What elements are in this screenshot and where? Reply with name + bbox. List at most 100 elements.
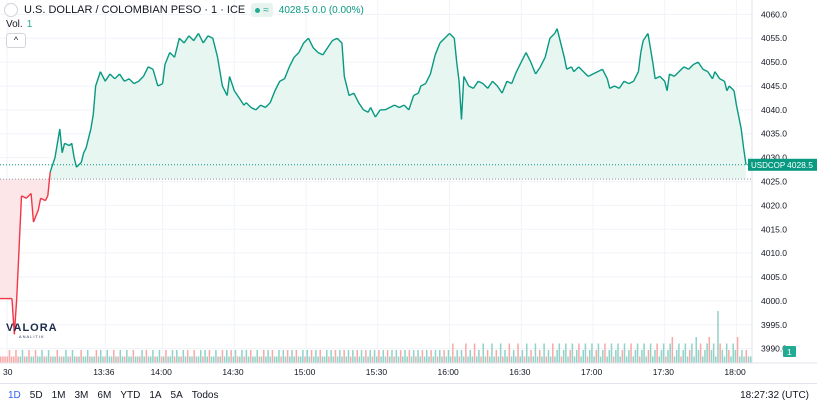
volume-bar xyxy=(126,350,128,363)
range-button-1a[interactable]: 1A xyxy=(149,390,162,401)
volume-bar xyxy=(84,356,87,363)
status-dot-icon xyxy=(255,7,261,13)
symbol-title[interactable]: U.S. DOLLAR / COLOMBIAN PESO · 1 · ICE xyxy=(24,4,246,16)
logo-name: VALORA xyxy=(6,322,58,334)
volume-bar xyxy=(469,350,471,363)
volume-bar xyxy=(645,356,648,363)
volume-bar xyxy=(399,350,402,363)
volume-bar xyxy=(197,356,200,363)
volume-bar xyxy=(341,356,343,363)
volume-bar xyxy=(573,356,576,363)
volume-bar xyxy=(652,356,654,363)
volume-bar xyxy=(706,343,708,363)
volume-bar xyxy=(745,350,748,363)
volume-bar xyxy=(475,356,478,363)
range-button-todos[interactable]: Todos xyxy=(191,390,219,401)
volume-bar xyxy=(460,350,463,363)
price-axis-background xyxy=(752,0,817,383)
volume-bar xyxy=(510,356,513,363)
volume-bar xyxy=(160,356,163,363)
volume-bar xyxy=(330,350,332,363)
volume-bar xyxy=(638,356,641,363)
volume-bar xyxy=(454,356,456,363)
volume-bar xyxy=(562,350,565,363)
badge-glyph: ≈ xyxy=(263,4,269,16)
volume-bar xyxy=(489,356,491,363)
volume-bar xyxy=(710,350,713,363)
volume-bar xyxy=(78,356,80,363)
volume-bar xyxy=(319,350,322,363)
y-tick-label: 4005.0 xyxy=(761,272,787,282)
logo-subtitle: ANALITIK xyxy=(18,334,45,339)
volume-bar xyxy=(241,350,243,363)
range-button-5d[interactable]: 5D xyxy=(29,390,43,401)
volume-bar xyxy=(449,356,452,363)
collapse-legend-button[interactable]: ^ xyxy=(6,33,26,48)
range-button-5a[interactable]: 5A xyxy=(170,390,183,401)
volume-bar xyxy=(312,356,315,363)
volume-bar xyxy=(43,356,45,363)
volume-bar xyxy=(632,356,634,363)
y-tick-label: 4000.0 xyxy=(761,296,787,306)
volume-bar xyxy=(186,350,189,363)
volume-bar xyxy=(217,356,219,363)
volume-bar xyxy=(634,350,637,363)
volume-bar xyxy=(289,356,291,363)
volume-bar xyxy=(280,356,282,363)
volume-bar xyxy=(386,350,389,363)
volume-bar xyxy=(686,356,689,363)
volume-bar xyxy=(699,343,702,363)
y-tick-label: 4015.0 xyxy=(761,224,787,234)
range-button-ytd[interactable]: YTD xyxy=(120,390,141,401)
volume-bar xyxy=(154,356,156,363)
volume-bar xyxy=(623,343,626,363)
range-button-1d[interactable]: 1D xyxy=(8,390,21,401)
volume-bar xyxy=(523,356,526,363)
volume-bar xyxy=(189,356,191,363)
range-button-6m[interactable]: 6M xyxy=(97,390,112,401)
x-tick-label: 14:30 xyxy=(222,367,244,377)
volume-bar xyxy=(393,356,395,363)
x-tick-label: 18:00 xyxy=(724,367,746,377)
volume-bar xyxy=(21,350,24,363)
volume-bar xyxy=(354,356,356,363)
volume-bar xyxy=(684,343,687,363)
volume-bar xyxy=(0,356,2,363)
range-button-1m[interactable]: 1M xyxy=(51,390,66,401)
market-status-badge[interactable]: ≈ xyxy=(251,3,273,17)
volume-bar xyxy=(360,350,363,363)
volume-bar xyxy=(486,350,489,363)
volume-bar xyxy=(397,356,400,363)
volume-bar xyxy=(247,356,250,363)
y-tick-label: 4050.0 xyxy=(761,57,787,67)
volume-bar xyxy=(73,356,76,363)
area-below-baseline xyxy=(0,179,746,335)
volume-bar xyxy=(6,356,9,363)
range-button-3m[interactable]: 3M xyxy=(74,390,89,401)
volume-bar xyxy=(291,350,293,363)
volume-bar xyxy=(130,356,132,363)
x-tick-label: 30 xyxy=(3,367,13,377)
volume-bar xyxy=(432,356,435,363)
volume-bar xyxy=(617,343,619,363)
volume-bar xyxy=(417,350,419,363)
volume-bar xyxy=(304,356,306,363)
volume-bar xyxy=(65,350,67,363)
volume-bar xyxy=(497,356,500,363)
volume-legend: Vol. 1 xyxy=(6,19,32,30)
volume-bar xyxy=(465,343,467,363)
volume-bar xyxy=(747,356,750,363)
volume-bar xyxy=(430,350,432,363)
volume-bar xyxy=(199,350,202,363)
volume-bar xyxy=(332,356,335,363)
volume-bar xyxy=(499,343,502,363)
volume-bar xyxy=(276,356,278,363)
price-chart[interactable]: 4060.0 4055.0 4050.0 4045.0 4040.0 4035.0 4030… xyxy=(0,0,817,383)
volume-bar xyxy=(530,350,532,363)
volume-bar xyxy=(447,350,450,363)
y-tick-label: 4055.0 xyxy=(761,33,787,43)
volume-bar xyxy=(732,343,734,363)
volume-bar xyxy=(621,350,624,363)
volume-bar xyxy=(191,356,193,363)
volume-bar xyxy=(582,350,584,363)
